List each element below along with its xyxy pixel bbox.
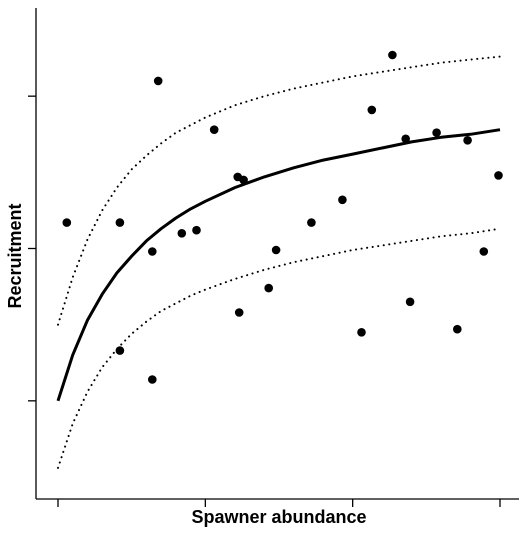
data-point-7 xyxy=(192,225,201,235)
data-point-0 xyxy=(62,218,72,227)
data-point-23 xyxy=(463,136,472,145)
data-point-1 xyxy=(115,218,125,227)
axis-ticks xyxy=(28,95,501,507)
data-point-12 xyxy=(264,283,274,293)
data-point-21 xyxy=(432,128,441,137)
upper-band-line xyxy=(57,55,501,326)
data-point-19 xyxy=(401,134,411,144)
data-point-4 xyxy=(148,247,157,256)
data-point-18 xyxy=(388,50,397,60)
data-point-24 xyxy=(479,247,489,256)
axes xyxy=(35,8,519,500)
data-point-10 xyxy=(239,175,248,185)
data-point-2 xyxy=(153,76,163,86)
y-axis-title: Recruitment xyxy=(5,203,25,308)
data-point-13 xyxy=(271,245,281,255)
data-point-22 xyxy=(453,324,462,334)
confidence-bands xyxy=(57,55,501,469)
data-point-8 xyxy=(209,125,219,134)
fit-curve-group xyxy=(56,128,501,402)
data-point-25 xyxy=(494,171,503,180)
data-point-16 xyxy=(357,328,366,337)
data-point-17 xyxy=(367,105,377,115)
data-point-5 xyxy=(148,375,157,384)
data-points xyxy=(62,50,503,384)
x-axis-title: Spawner abundance xyxy=(191,507,366,527)
data-point-3 xyxy=(115,346,125,355)
data-point-6 xyxy=(177,229,187,238)
fit-curve-line xyxy=(56,128,501,402)
data-point-20 xyxy=(405,297,415,307)
data-point-15 xyxy=(338,195,347,205)
lower-band-line xyxy=(57,227,501,469)
data-point-11 xyxy=(234,308,244,317)
data-point-14 xyxy=(307,218,316,227)
